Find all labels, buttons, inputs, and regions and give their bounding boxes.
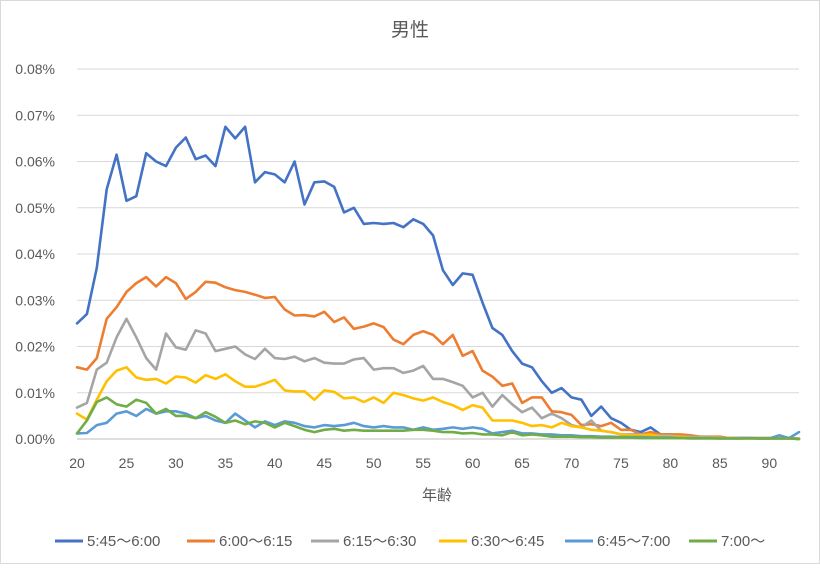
y-tick-label: 0.06% <box>15 154 55 170</box>
x-tick-label: 80 <box>663 455 679 471</box>
legend-label-1: 6:00～6:15 <box>219 533 292 550</box>
legend: 5:45～6:00 6:00～6:15 6:15～6:30 6:30～6:45 6:45… <box>55 533 765 550</box>
x-tick-label: 45 <box>316 455 332 471</box>
x-tick-label: 35 <box>218 455 234 471</box>
legend-label-4: 6:45～7:00 <box>597 533 670 550</box>
x-tick-label: 85 <box>712 455 728 471</box>
series-lines <box>75 125 801 441</box>
x-tick-label: 70 <box>564 455 580 471</box>
y-axis-ticks: 0.00% 0.01% 0.02% 0.03% 0.04% 0.05% 0.06% 0.07%… <box>15 61 55 447</box>
x-axis-ticks: 20 25 30 35 40 45 50 55 60 65 70 75 80 85 90 <box>69 455 777 471</box>
y-tick-label: 0.04% <box>15 246 55 262</box>
x-tick-label: 90 <box>762 455 778 471</box>
chart-title: 男性 <box>391 19 429 41</box>
legend-label-5: 7:00～ <box>721 533 765 550</box>
x-tick-label: 65 <box>514 455 530 471</box>
series-line-0 <box>75 125 801 441</box>
y-tick-label: 0.03% <box>15 292 55 308</box>
x-tick-label: 75 <box>613 455 629 471</box>
x-tick-label: 50 <box>366 455 382 471</box>
y-tick-label: 0.01% <box>15 385 55 401</box>
x-tick-label: 40 <box>267 455 283 471</box>
x-tick-label: 30 <box>168 455 184 471</box>
legend-label-0: 5:45～6:00 <box>87 533 160 550</box>
x-tick-label: 55 <box>415 455 431 471</box>
x-tick-label: 20 <box>69 455 85 471</box>
series-line-3 <box>75 365 801 441</box>
y-tick-label: 0.08% <box>15 61 55 77</box>
x-axis-label: 年齢 <box>422 487 452 504</box>
legend-label-2: 6:15～6:30 <box>343 533 416 550</box>
x-tick-label: 60 <box>465 455 481 471</box>
y-tick-label: 0.07% <box>15 107 55 123</box>
x-tick-label: 25 <box>119 455 135 471</box>
y-tick-label: 0.00% <box>15 431 55 447</box>
series-line-5 <box>75 396 801 441</box>
y-tick-label: 0.05% <box>15 200 55 216</box>
y-tick-label: 0.02% <box>15 339 55 355</box>
series-line-1 <box>75 275 801 440</box>
legend-label-3: 6:30～6:45 <box>471 533 544 550</box>
